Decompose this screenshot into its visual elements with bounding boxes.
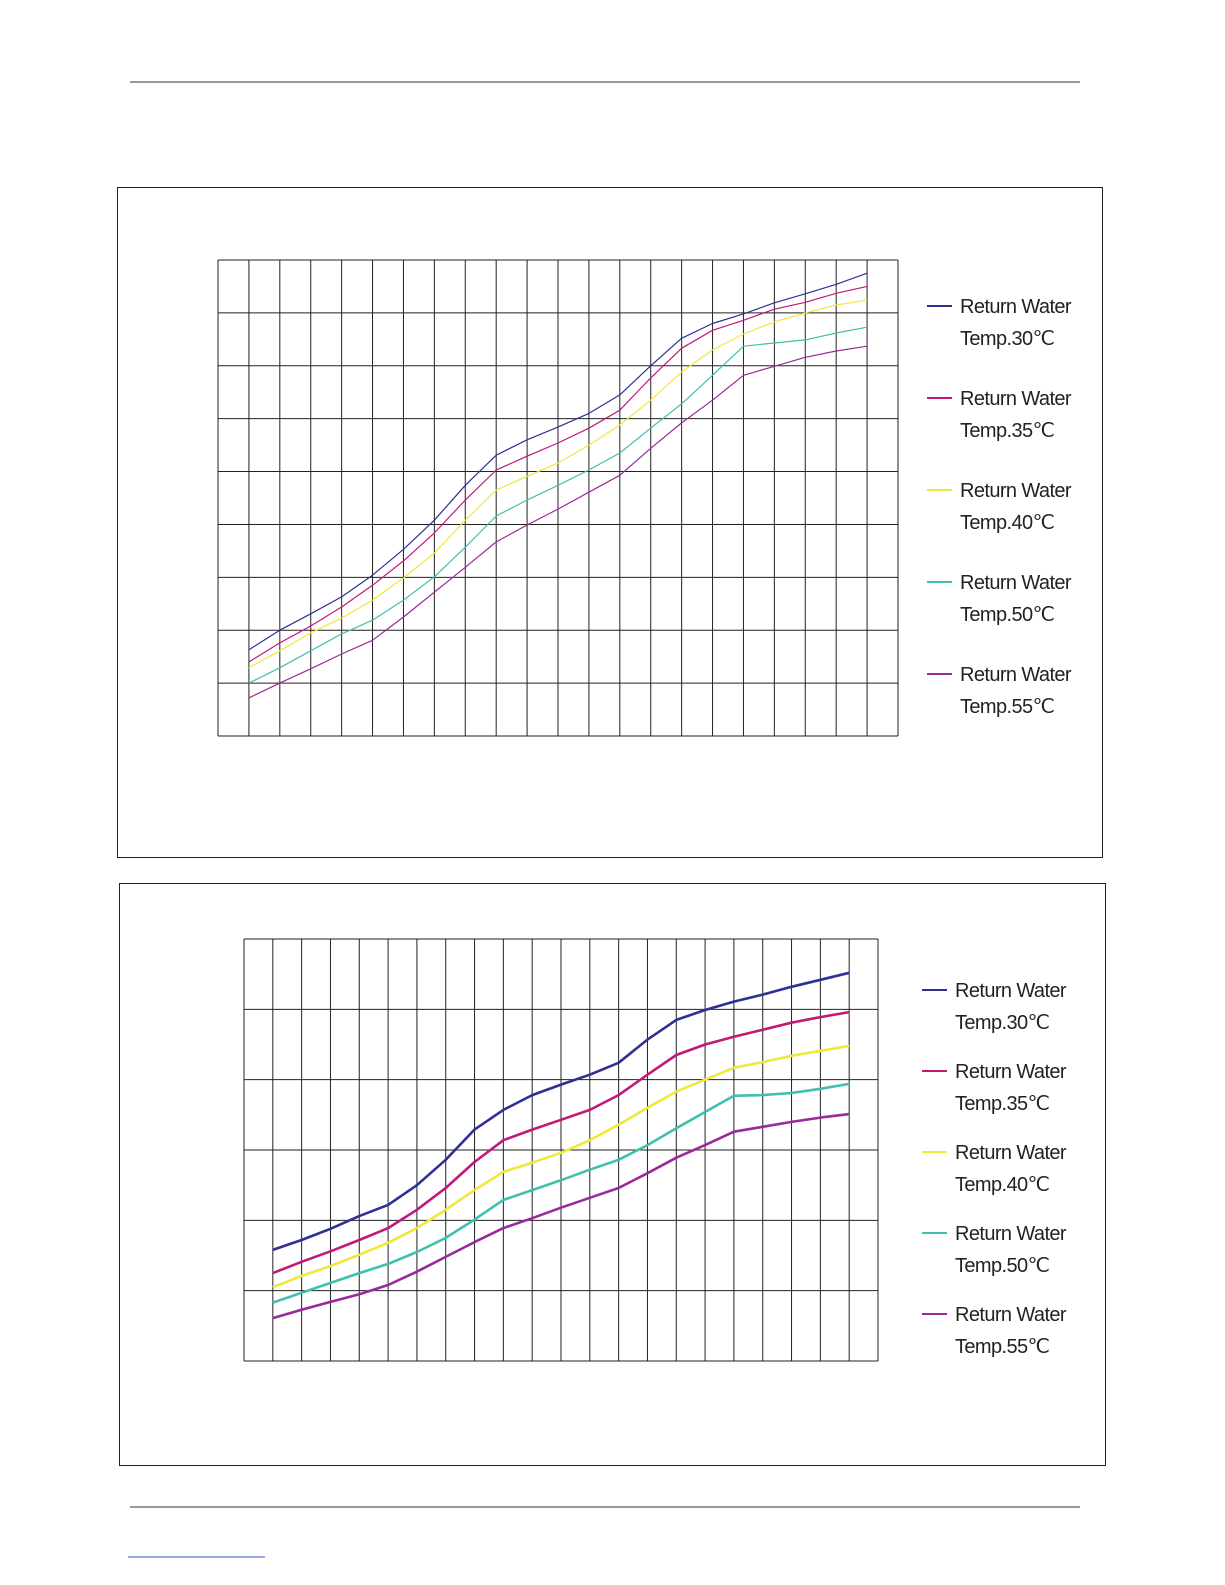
legend-label: Return Water Temp.35℃	[955, 1061, 1067, 1115]
figure-frame	[119, 883, 1106, 1466]
series-line	[272, 1044, 850, 1289]
legend-label: Return Water Temp.50℃	[955, 1223, 1067, 1277]
legend-label: Return Water Temp.30℃	[955, 980, 1067, 1034]
legend-label: Return Water Temp.55℃	[955, 1304, 1067, 1358]
series-line	[248, 345, 868, 699]
series-line	[272, 1082, 850, 1304]
legend-label: Return Water Temp.40℃	[955, 1142, 1067, 1196]
series-line	[272, 1112, 850, 1320]
legend-label: Return Water Temp.35℃	[960, 388, 1072, 442]
legend-label: Return Water Temp.30℃	[960, 296, 1072, 350]
series-line	[248, 299, 868, 669]
figure-frame	[117, 187, 1103, 858]
series-line	[272, 1010, 850, 1275]
legend-label: Return Water Temp.50℃	[960, 572, 1072, 626]
series-line	[248, 285, 868, 663]
series-line	[248, 326, 868, 684]
legend-label: Return Water Temp.55℃	[960, 664, 1072, 718]
series-line	[272, 971, 850, 1252]
series-line	[248, 272, 868, 651]
legend-label: Return Water Temp.40℃	[960, 480, 1072, 534]
